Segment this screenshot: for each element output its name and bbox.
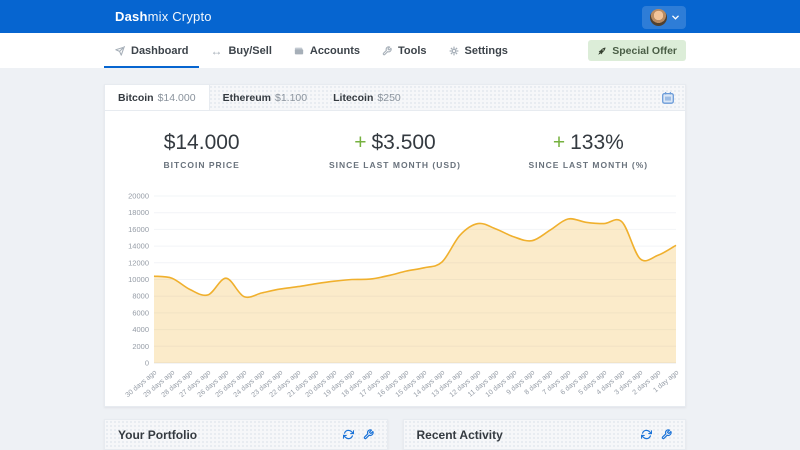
swap-arrows-icon: ↔: [210, 45, 222, 57]
user-menu-button[interactable]: [642, 6, 686, 29]
nav-item-dashboard[interactable]: Dashboard: [104, 33, 199, 68]
panel-title: Recent Activity: [417, 428, 503, 442]
tab-litecoin[interactable]: Litecoin $250: [320, 85, 414, 110]
calendar-button[interactable]: [651, 85, 685, 110]
tab-coin-name: Litecoin: [333, 92, 373, 104]
brand-title: Dashmix Crypto: [104, 9, 212, 24]
svg-text:6000: 6000: [132, 308, 149, 317]
svg-text:14000: 14000: [128, 242, 149, 251]
svg-text:0: 0: [145, 359, 149, 368]
refresh-icon: [641, 429, 652, 440]
recent-activity-panel: Recent Activity: [403, 419, 687, 450]
nav-item-label: Buy/Sell: [228, 45, 271, 57]
svg-text:16000: 16000: [128, 225, 149, 234]
svg-text:2000: 2000: [132, 342, 149, 351]
stat-bitcoin-price: $14.000 BITCOIN PRICE: [105, 131, 298, 170]
special-offer-label: Special Offer: [612, 45, 677, 57]
nav-item-buy-sell[interactable]: ↔ Buy/Sell: [199, 33, 282, 68]
plus-sign: +: [553, 131, 565, 154]
plus-sign: +: [354, 131, 366, 154]
tab-coin-price: $1.100: [275, 92, 307, 104]
refresh-button[interactable]: [343, 429, 354, 440]
crypto-overview-card: Bitcoin $14.000 Ethereum $1.100 Litecoin…: [104, 84, 686, 407]
your-portfolio-panel: Your Portfolio: [104, 419, 388, 450]
refresh-button[interactable]: [641, 429, 652, 440]
svg-text:8000: 8000: [132, 292, 149, 301]
tab-bitcoin[interactable]: Bitcoin $14.000: [105, 85, 210, 110]
nav-item-label: Tools: [398, 45, 427, 57]
special-offer-badge[interactable]: Special Offer: [588, 40, 686, 61]
stat-label: BITCOIN PRICE: [105, 160, 298, 170]
stats-row: $14.000 BITCOIN PRICE + $3.500 SINCE LAST…: [105, 111, 685, 190]
gear-icon: [449, 46, 459, 56]
bottom-panels: Your Portfolio Recent Activity: [104, 419, 686, 450]
wallet-icon: [294, 46, 304, 56]
chevron-down-icon: [672, 15, 679, 20]
tab-coin-price: $250: [377, 92, 400, 104]
tab-coin-price: $14.000: [158, 92, 196, 104]
avatar: [650, 9, 667, 26]
nav-item-label: Dashboard: [131, 45, 188, 57]
wrench-icon: [363, 429, 374, 440]
panel-title: Your Portfolio: [118, 428, 197, 442]
stat-change-usd: + $3.500 SINCE LAST MONTH (USD): [298, 131, 491, 170]
svg-text:10000: 10000: [128, 275, 149, 284]
svg-text:20000: 20000: [128, 192, 149, 201]
price-area-chart: 0 2000 4000 6000 8000 10000 12000 14000 16000 180…: [105, 190, 687, 406]
coin-tabs: Bitcoin $14.000 Ethereum $1.100 Litecoin…: [105, 85, 685, 111]
stat-label: SINCE LAST MONTH (USD): [298, 160, 491, 170]
tab-coin-name: Bitcoin: [118, 92, 154, 104]
tab-coin-name: Ethereum: [223, 92, 271, 104]
stat-value: $14.000: [164, 131, 240, 154]
wrench-icon: [382, 46, 392, 56]
tab-ethereum[interactable]: Ethereum $1.100: [210, 85, 321, 110]
nav-item-label: Settings: [465, 45, 508, 57]
options-button[interactable]: [661, 429, 672, 440]
wrench-icon: [661, 429, 672, 440]
stat-label: SINCE LAST MONTH (%): [492, 160, 685, 170]
stat-change-percent: +133% SINCE LAST MONTH (%): [492, 131, 685, 170]
app-header: Dashmix Crypto: [0, 0, 800, 33]
page-content: Bitcoin $14.000 Ethereum $1.100 Litecoin…: [0, 68, 800, 450]
calendar-icon: [661, 91, 675, 105]
main-nav: Dashboard ↔ Buy/Sell Accounts Tools: [0, 33, 800, 68]
stat-value: $3.500: [372, 131, 436, 154]
stat-value: 133%: [570, 131, 624, 154]
svg-text:12000: 12000: [128, 258, 149, 267]
nav-item-settings[interactable]: Settings: [438, 33, 519, 68]
svg-text:4000: 4000: [132, 325, 149, 334]
nav-item-accounts[interactable]: Accounts: [283, 33, 371, 68]
price-chart: 0 2000 4000 6000 8000 10000 12000 14000 16000 180…: [105, 190, 685, 406]
nav-item-tools[interactable]: Tools: [371, 33, 438, 68]
paper-plane-icon: [115, 46, 125, 56]
svg-text:18000: 18000: [128, 208, 149, 217]
refresh-icon: [343, 429, 354, 440]
nav-item-label: Accounts: [310, 45, 360, 57]
rocket-icon: [597, 46, 607, 56]
options-button[interactable]: [363, 429, 374, 440]
